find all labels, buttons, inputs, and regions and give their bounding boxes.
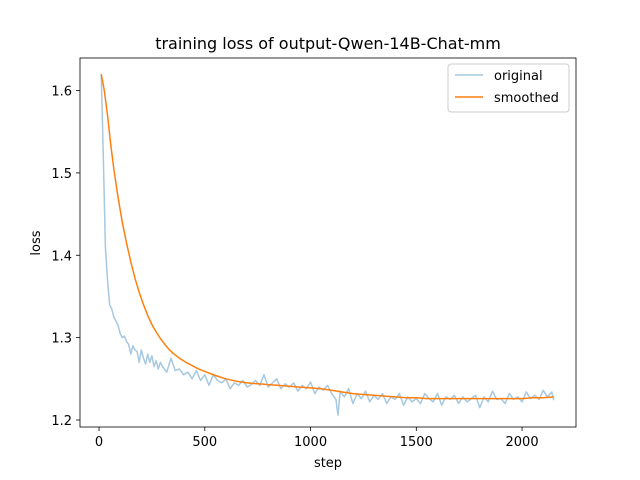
x-axis-label: step: [314, 456, 342, 471]
legend: original smoothed: [447, 63, 570, 113]
series-line-smoothed: [100, 73, 554, 400]
legend-label-smoothed: smoothed: [494, 91, 559, 106]
plot-lines: [100, 73, 555, 416]
x-tick-label: 0: [95, 435, 103, 450]
y-axis-ticks: 1.2 1.3 1.4 1.5 1.6: [51, 85, 80, 429]
x-axis-ticks: 0 500 1000 1500 2000: [95, 427, 539, 450]
y-tick-label: 1.5: [51, 167, 72, 182]
y-tick-label: 1.6: [51, 85, 72, 100]
y-tick-label: 1.2: [51, 414, 72, 429]
x-tick-label: 1000: [294, 435, 327, 450]
y-axis-label: loss: [29, 230, 44, 255]
legend-label-original: original: [494, 69, 543, 84]
x-tick-label: 500: [192, 435, 217, 450]
chart-title: training loss of output-Qwen-14B-Chat-mm: [155, 34, 501, 53]
x-tick-label: 2000: [506, 435, 539, 450]
axes-frame: [79, 57, 577, 428]
series-line-original: [100, 74, 555, 416]
legend-box: [447, 63, 570, 113]
y-tick-label: 1.3: [51, 332, 72, 347]
x-tick-label: 1500: [400, 435, 433, 450]
y-tick-label: 1.4: [51, 249, 72, 264]
